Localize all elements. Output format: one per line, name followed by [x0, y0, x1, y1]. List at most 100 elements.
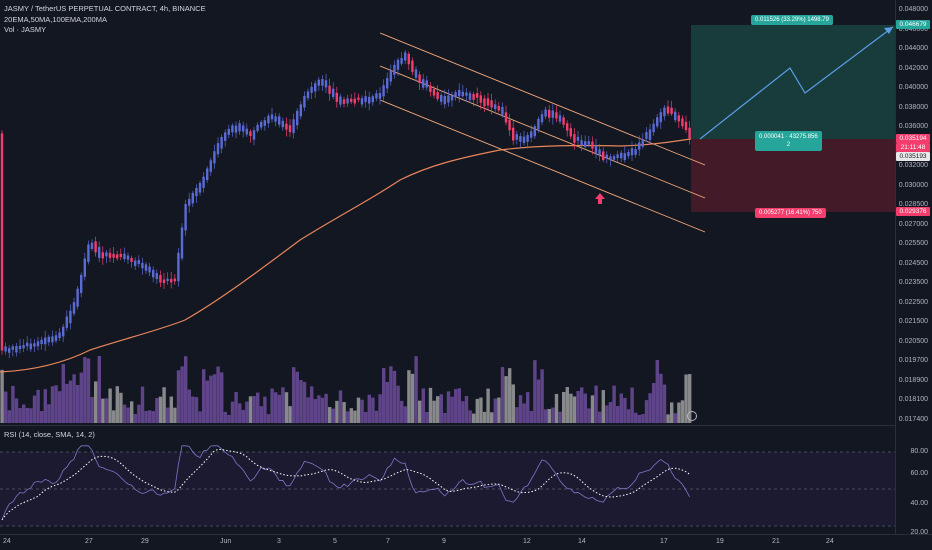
candle-body — [418, 74, 421, 84]
candle-body — [641, 139, 644, 147]
candle-body — [317, 79, 320, 86]
candle-body — [652, 123, 655, 133]
volume-bar — [587, 408, 591, 423]
candle-body — [231, 125, 234, 133]
candle-body — [508, 119, 511, 131]
volume-bar — [644, 400, 649, 423]
candle-body — [220, 137, 223, 149]
rsi-axis-label: 40.00 — [910, 500, 928, 507]
candle-body — [47, 336, 50, 343]
descending-channel[interactable] — [379, 32, 706, 233]
volume-bar — [166, 407, 170, 423]
target-info-label[interactable]: 0.011526 (33.29%) 1498.79 — [751, 15, 833, 25]
price-axis-label: 0.019700 — [898, 357, 928, 365]
candle-body — [159, 275, 162, 283]
candle-body — [321, 79, 324, 86]
candle-body — [432, 89, 436, 96]
date-axis-label: 24 — [826, 538, 834, 545]
rsi-legend[interactable]: RSI (14, close, SMA, 14, 2) — [4, 430, 95, 439]
volume-bar — [612, 385, 616, 423]
volume-bar — [187, 389, 191, 423]
candle-body — [198, 182, 202, 193]
candle-body — [674, 111, 677, 121]
projection-path[interactable] — [699, 26, 894, 140]
candle-body — [350, 98, 353, 102]
candle-body — [249, 131, 252, 136]
stop-info-label[interactable]: 0.005277 (16.41%) 750 — [755, 208, 826, 218]
price-axis-label: 0.017400 — [898, 416, 928, 423]
volume-bar — [601, 390, 605, 423]
candle-body — [242, 125, 245, 132]
settings-icon[interactable] — [687, 411, 697, 421]
price-axis[interactable] — [895, 0, 932, 550]
volume-bar — [637, 414, 641, 423]
volume-bar — [191, 396, 195, 423]
volume-bar — [342, 402, 346, 423]
candle-body — [87, 244, 90, 262]
volume-bar — [418, 400, 422, 423]
price-axis-label: 0.048000 — [898, 6, 928, 13]
candle-body — [328, 85, 331, 94]
volume-bar — [364, 412, 368, 423]
candle-body — [342, 99, 346, 104]
candle-body — [252, 130, 256, 140]
volume-bar — [104, 398, 109, 423]
volume-bar — [688, 374, 692, 423]
loss-zone[interactable] — [691, 139, 895, 212]
candle-body — [360, 98, 364, 105]
volume-bar — [673, 413, 677, 423]
candle-body — [144, 264, 148, 271]
volume-bar — [25, 407, 29, 423]
candle-body — [551, 110, 554, 118]
volume-bar — [22, 404, 26, 423]
time-axis[interactable] — [0, 534, 932, 550]
volume-bar — [497, 397, 501, 423]
volume-bar — [176, 370, 181, 423]
candle-body — [670, 107, 673, 115]
volume-bar — [479, 397, 483, 423]
volume-bar — [439, 394, 443, 423]
volume-bar — [47, 404, 51, 423]
candle-body — [659, 112, 662, 123]
candle-body — [346, 98, 349, 104]
entry-info-label[interactable]: 0.000041 · 43275.856 2 — [755, 131, 822, 151]
volume-bar — [220, 372, 224, 423]
date-axis-label: Jun — [220, 538, 232, 545]
candle-body — [533, 126, 536, 137]
volume-bar — [461, 401, 465, 423]
candle-body — [245, 128, 248, 135]
pane-separator[interactable] — [0, 425, 932, 426]
candle-body — [447, 95, 450, 103]
volume-bar — [522, 403, 526, 423]
candle-body — [584, 141, 587, 147]
volume-bar — [180, 366, 184, 423]
volume-bar — [76, 384, 80, 423]
candle-body — [62, 326, 65, 337]
volume-bar — [29, 408, 33, 423]
volume-bar — [223, 411, 227, 423]
volume-bar — [529, 410, 533, 423]
volume-bar — [450, 396, 454, 423]
candle-body — [155, 273, 158, 280]
candle-body — [602, 151, 605, 161]
volume-bar — [533, 360, 537, 423]
candle-body — [36, 341, 40, 347]
candle-body — [393, 64, 396, 75]
symbol-title[interactable]: JASMY / TetherUS PERPETUAL CONTRACT, 4h,… — [4, 4, 206, 13]
candle-body — [382, 85, 385, 97]
volume-bar — [148, 410, 152, 423]
volume-legend[interactable]: Vol · JASMY — [4, 25, 47, 34]
candle-body — [389, 70, 392, 82]
volume-bar — [133, 414, 137, 423]
indicators-legend[interactable]: 20EMA,50MA,100EMA,200MA — [4, 15, 107, 24]
volume-bar — [259, 406, 263, 423]
candle-body — [15, 345, 18, 353]
candle-body — [76, 288, 79, 307]
volume-bar — [86, 358, 91, 423]
candle-body — [26, 342, 29, 347]
volume-bar — [634, 412, 638, 423]
target-price-tag: 0.046679 — [896, 20, 930, 29]
candle-body — [98, 246, 101, 258]
volume-bar — [443, 412, 447, 423]
